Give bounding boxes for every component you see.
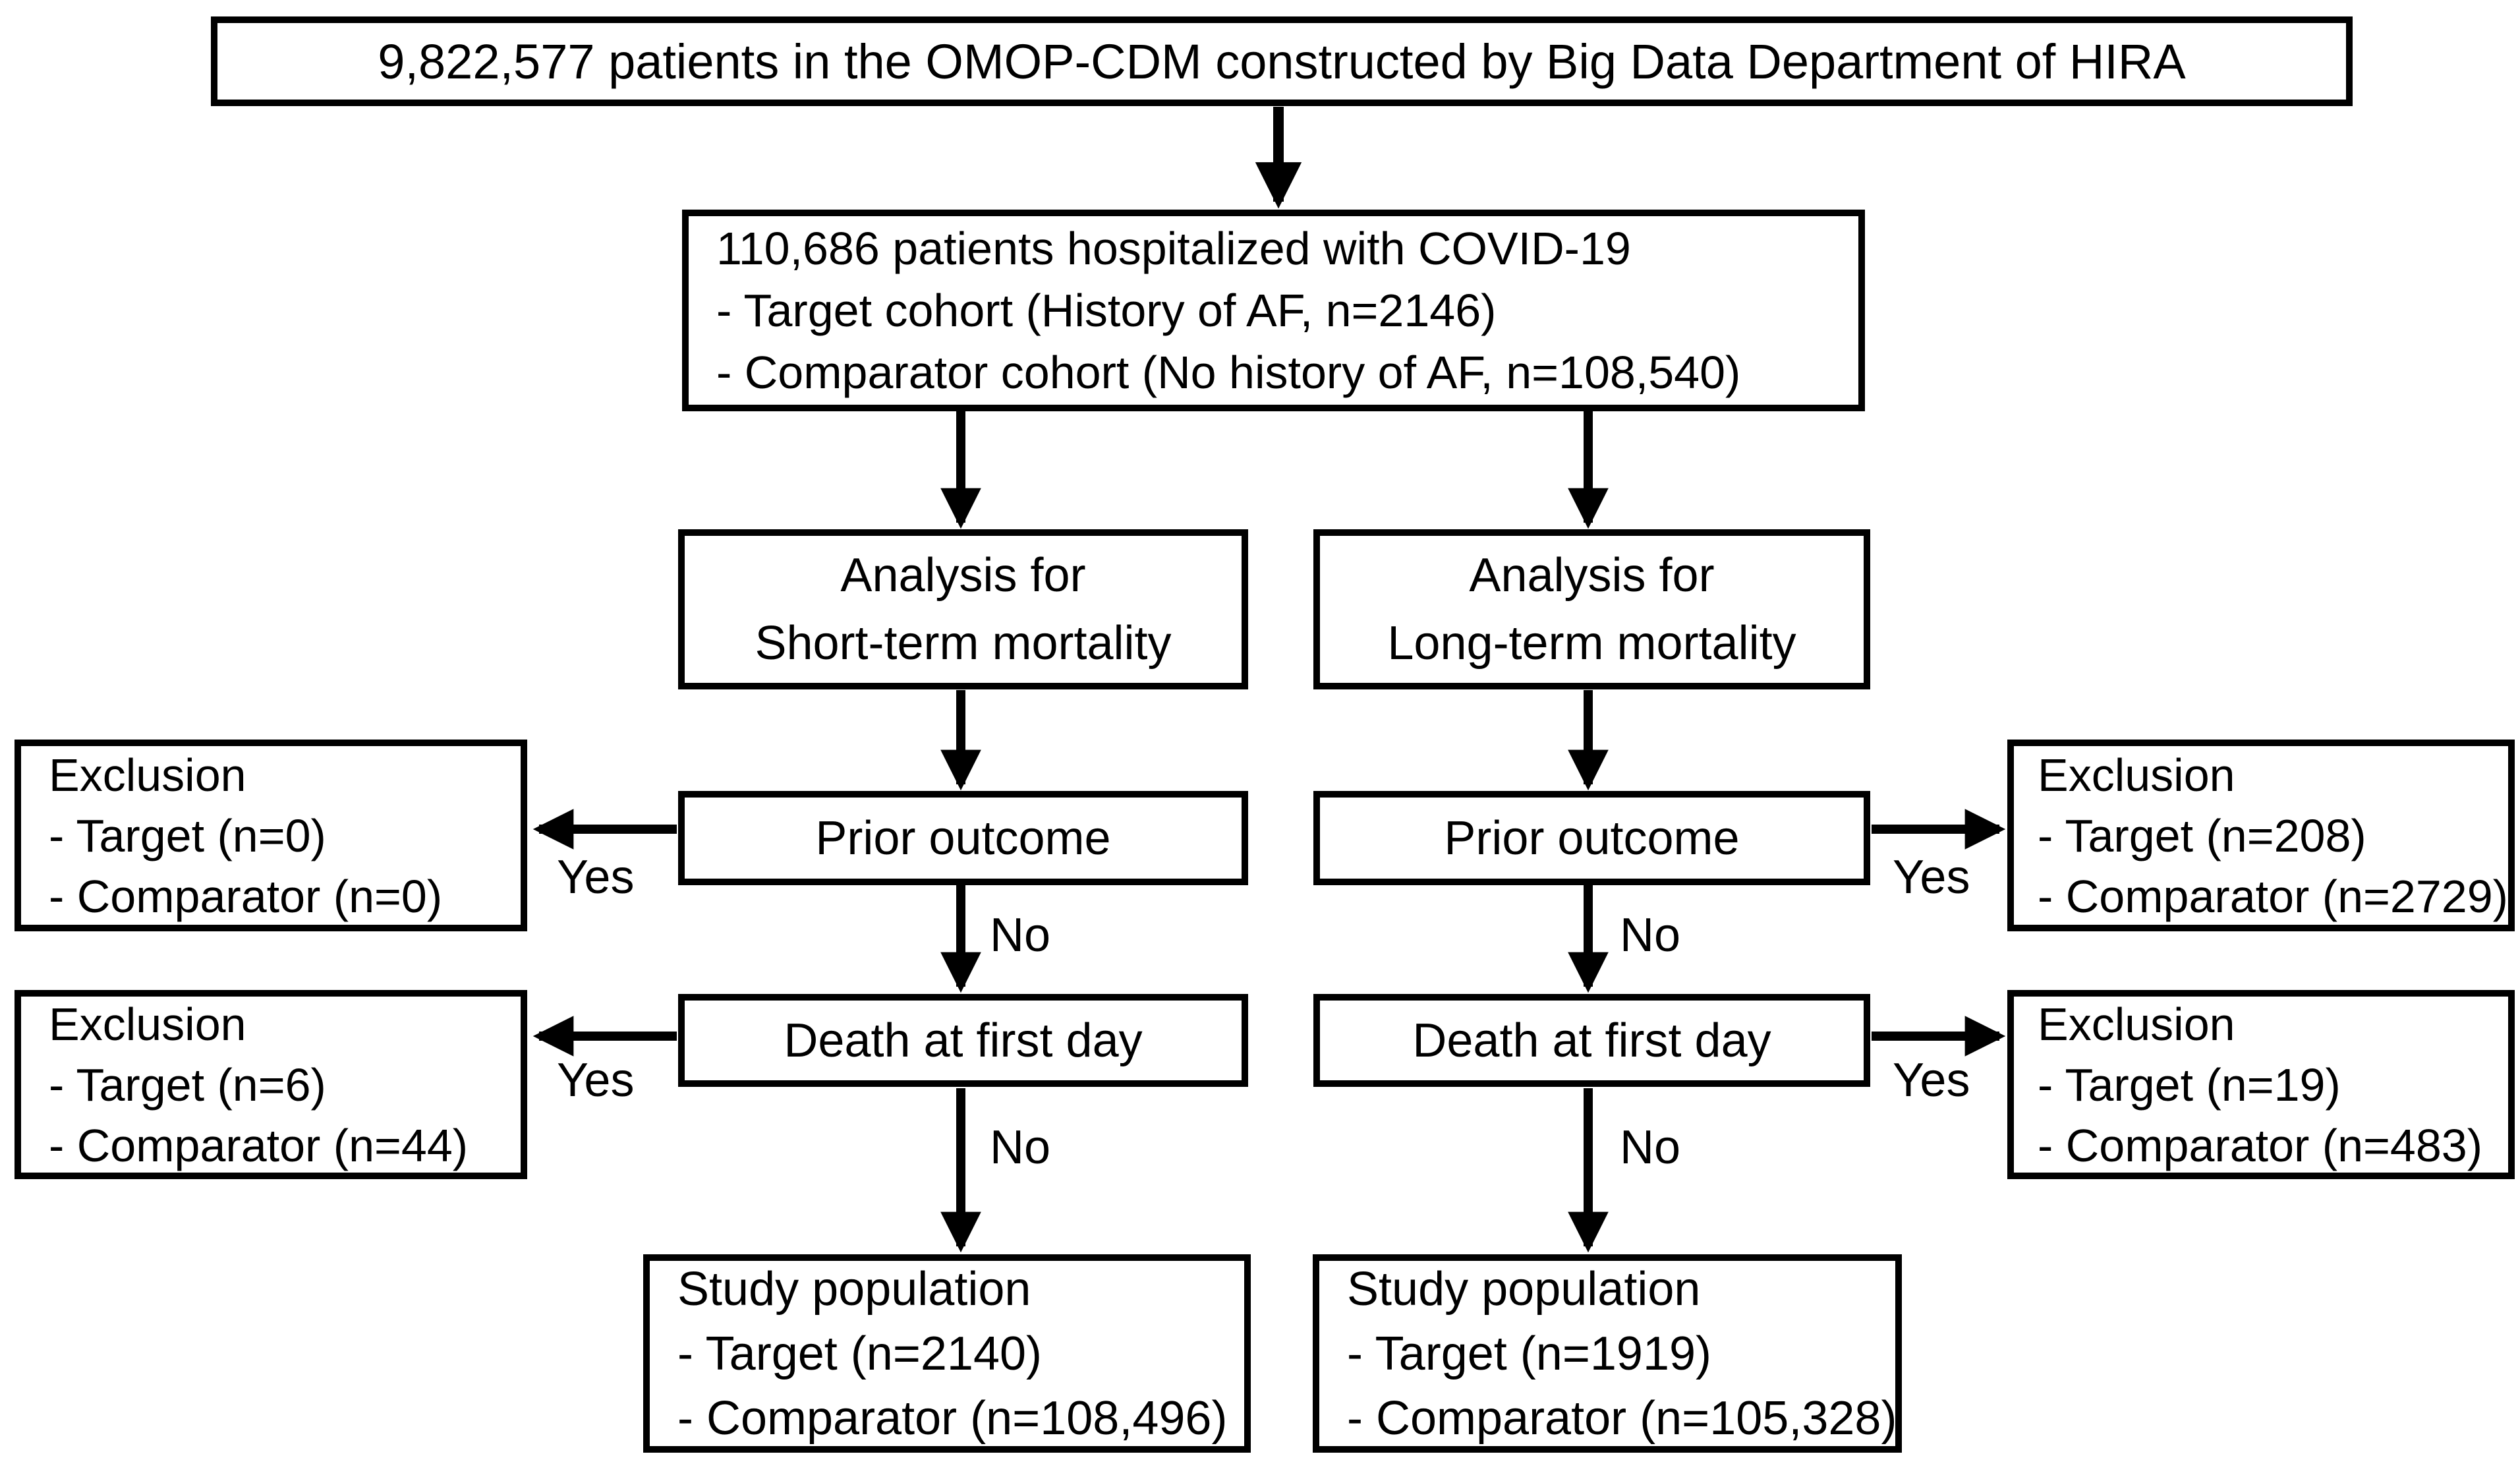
exclusion-comparator: - Comparator (n=483) [2038,1119,2483,1171]
analysis-short-term-box: Analysis for Short-term mortality [678,529,1248,689]
study-population-title: Study population [677,1262,1031,1316]
study-population-target: - Target (n=1919) [1347,1327,1712,1380]
cohort-comparator: - Comparator cohort (No history of AF, n… [716,347,1741,398]
exclusion-comparator: - Comparator (n=2729) [2038,870,2508,922]
yes-label-death-long: Yes [1893,1054,1970,1107]
no-label-death-short: No [990,1121,1051,1174]
exclusion-comparator: - Comparator (n=44) [49,1119,469,1171]
study-population-title: Study population [1347,1262,1701,1316]
study-population-short-box: Study population - Target (n=2140) - Com… [643,1254,1251,1453]
death-first-day-short-box: Death at first day [678,994,1248,1087]
analysis-short-line1: Analysis for [840,548,1086,602]
exclusion-target: - Target (n=208) [2038,809,2366,861]
exclusion-prior-short-box: Exclusion - Target (n=0) - Comparator (n… [14,740,527,931]
cohort-box: 110,686 patients hospitalized with COVID… [682,210,1865,411]
yes-label-prior-short: Yes [557,851,635,904]
study-population-long-box: Study population - Target (n=1919) - Com… [1313,1254,1902,1453]
yes-label-death-short: Yes [557,1054,635,1107]
exclusion-target: - Target (n=6) [49,1059,326,1111]
prior-outcome-short-box: Prior outcome [678,791,1248,885]
cohort-title: 110,686 patients hospitalized with COVID… [716,223,1631,274]
exclusion-title: Exclusion [49,998,246,1050]
source-box: 9,822,577 patients in the OMOP-CDM const… [211,16,2353,106]
death-first-day-short-text: Death at first day [784,1014,1143,1067]
exclusion-death-short-box: Exclusion - Target (n=6) - Comparator (n… [14,990,527,1179]
analysis-long-line1: Analysis for [1469,548,1715,602]
exclusion-death-long-box: Exclusion - Target (n=19) - Comparator (… [2007,990,2515,1179]
exclusion-comparator: - Comparator (n=0) [49,870,443,922]
exclusion-title: Exclusion [2038,749,2235,801]
analysis-long-term-box: Analysis for Long-term mortality [1313,529,1870,689]
prior-outcome-long-text: Prior outcome [1444,811,1740,865]
prior-outcome-long-box: Prior outcome [1313,791,1870,885]
exclusion-title: Exclusion [2038,998,2235,1050]
exclusion-prior-long-box: Exclusion - Target (n=208) - Comparator … [2007,740,2515,931]
no-label-prior-long: No [1620,909,1681,962]
exclusion-target: - Target (n=19) [2038,1059,2341,1111]
prior-outcome-short-text: Prior outcome [815,811,1111,865]
exclusion-title: Exclusion [49,749,246,801]
yes-label-prior-long: Yes [1893,851,1970,904]
study-population-target: - Target (n=2140) [677,1327,1043,1380]
analysis-long-line2: Long-term mortality [1387,616,1796,670]
no-label-prior-short: No [990,909,1051,962]
analysis-short-line2: Short-term mortality [755,616,1172,670]
source-text: 9,822,577 patients in the OMOP-CDM const… [378,34,2186,89]
cohort-target: - Target cohort (History of AF, n=2146) [716,285,1497,336]
study-population-comparator: - Comparator (n=105,328) [1347,1391,1897,1445]
no-label-death-long: No [1620,1121,1681,1174]
death-first-day-long-text: Death at first day [1412,1014,1771,1067]
death-first-day-long-box: Death at first day [1313,994,1870,1087]
exclusion-target: - Target (n=0) [49,809,326,861]
study-population-comparator: - Comparator (n=108,496) [677,1391,1228,1445]
